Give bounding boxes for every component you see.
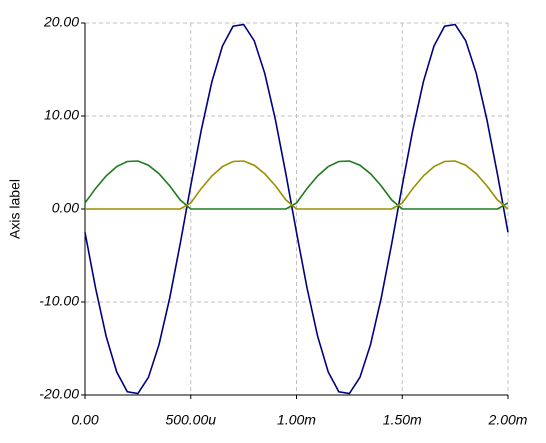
x-tick-label: 2.00m <box>488 412 528 428</box>
y-tick-label: 20.00 <box>43 14 79 30</box>
line-series <box>84 23 509 395</box>
x-tick-label: 1.50m <box>383 412 422 428</box>
line-series <box>84 160 509 210</box>
x-tick-label: 500.00u <box>165 412 216 428</box>
line-series <box>85 160 509 210</box>
y-tick-label: 0.00 <box>52 200 79 216</box>
y-tick-label: 10.00 <box>44 107 79 123</box>
x-tick-label: 0.00 <box>71 412 98 428</box>
y-tick-label: -10.00 <box>39 293 79 309</box>
y-tick-label: -20.00 <box>39 386 79 402</box>
x-tick-label: 1.00m <box>277 412 316 428</box>
y-axis-label: Axis label <box>7 179 23 239</box>
